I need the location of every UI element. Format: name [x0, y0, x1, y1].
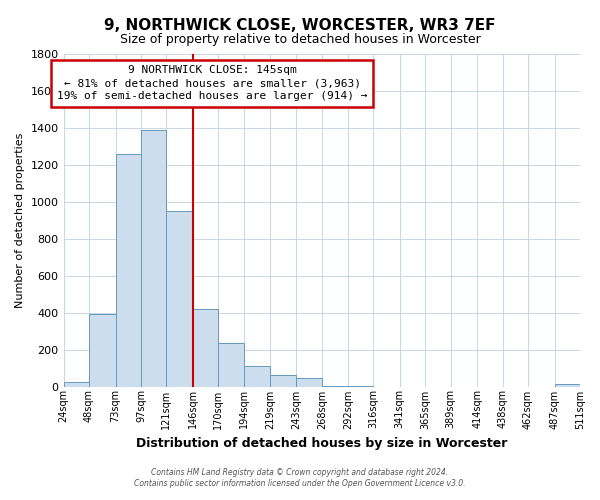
Y-axis label: Number of detached properties: Number of detached properties [15, 132, 25, 308]
Bar [64, 382, 89, 386]
Bar [141, 130, 166, 386]
Text: 9, NORTHWICK CLOSE, WORCESTER, WR3 7EF: 9, NORTHWICK CLOSE, WORCESTER, WR3 7EF [104, 18, 496, 32]
Bar [296, 378, 322, 386]
Bar [244, 366, 271, 386]
X-axis label: Distribution of detached houses by size in Worcester: Distribution of detached houses by size … [136, 437, 508, 450]
Bar [218, 343, 244, 386]
Bar [166, 211, 193, 386]
Text: Contains HM Land Registry data © Crown copyright and database right 2024.
Contai: Contains HM Land Registry data © Crown c… [134, 468, 466, 487]
Bar [193, 309, 218, 386]
Bar [554, 384, 580, 386]
Bar [89, 314, 116, 386]
Bar [116, 154, 141, 386]
Text: 9 NORTHWICK CLOSE: 145sqm
← 81% of detached houses are smaller (3,963)
19% of se: 9 NORTHWICK CLOSE: 145sqm ← 81% of detac… [57, 65, 367, 102]
Text: Size of property relative to detached houses in Worcester: Size of property relative to detached ho… [119, 32, 481, 46]
Bar [271, 374, 296, 386]
